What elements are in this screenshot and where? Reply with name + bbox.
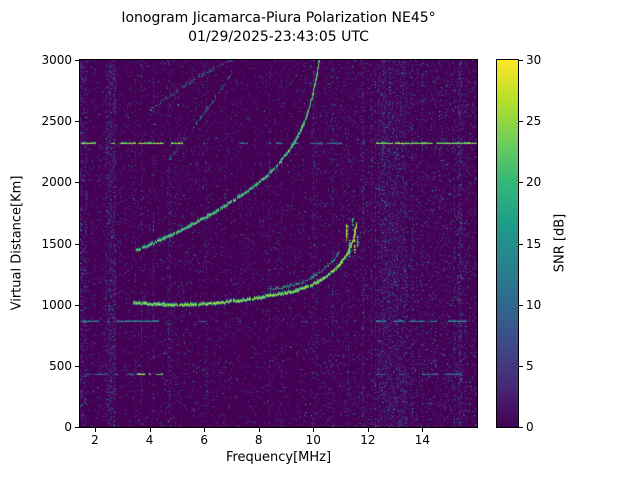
colorbar xyxy=(496,59,519,428)
colorbar-tick-mark xyxy=(519,182,523,184)
chart-title: Ionogram Jicamarca-Piura Polarization NE… xyxy=(121,10,436,26)
x-tick-label: 6 xyxy=(200,433,208,447)
colorbar-tick-label: 5 xyxy=(526,358,534,373)
x-tick-mark xyxy=(258,428,260,432)
y-tick-mark xyxy=(75,365,79,367)
x-tick-mark xyxy=(422,428,424,432)
plot-area xyxy=(79,59,478,428)
y-tick-mark xyxy=(75,60,79,61)
colorbar-tick-mark xyxy=(519,427,523,428)
x-axis-label: Frequency[MHz] xyxy=(225,450,332,465)
y-axis-label: Virtual Distance[Km] xyxy=(9,175,25,311)
y-tick-mark xyxy=(75,304,79,306)
colorbar-tick-label: 25 xyxy=(526,114,542,129)
colorbar-tick-mark xyxy=(519,121,523,123)
y-tick-label: 1500 xyxy=(41,236,72,251)
y-tick-mark xyxy=(75,121,79,123)
x-tick-mark xyxy=(149,428,151,432)
x-tick-mark xyxy=(95,428,96,432)
colorbar-tick-label: 15 xyxy=(526,236,542,251)
y-tick-label: 3000 xyxy=(41,53,72,67)
x-tick-mark xyxy=(204,428,206,432)
x-tick-label: 14 xyxy=(414,433,431,447)
y-tick-mark xyxy=(75,182,79,184)
colorbar-tick-label: 20 xyxy=(526,175,542,190)
x-tick-label: 10 xyxy=(305,433,321,447)
ionogram-heatmap-canvas xyxy=(80,60,477,427)
y-tick-label: 2000 xyxy=(41,175,72,190)
y-tick-mark xyxy=(75,427,79,428)
x-tick-label: 4 xyxy=(145,433,154,447)
x-tick-label: 2 xyxy=(91,433,99,447)
colorbar-tick-label: 10 xyxy=(526,297,542,312)
colorbar-tick-label: 0 xyxy=(526,420,534,434)
x-tick-label: 12 xyxy=(360,433,376,447)
colorbar-tick-mark xyxy=(519,304,523,306)
y-tick-label: 1000 xyxy=(41,297,72,312)
y-tick-label: 0 xyxy=(64,420,72,434)
colorbar-label: SNR [dB] xyxy=(552,213,568,273)
colorbar-tick-mark xyxy=(519,243,523,245)
y-tick-label: 500 xyxy=(49,358,72,373)
colorbar-tick-label: 30 xyxy=(526,53,542,67)
y-tick-label: 2500 xyxy=(41,114,72,129)
chart-subtitle-timestamp: 01/29/2025-23:43:05 UTC xyxy=(188,29,369,45)
colorbar-tick-mark xyxy=(519,365,523,367)
x-tick-label: 8 xyxy=(254,433,263,447)
x-tick-mark xyxy=(367,428,369,432)
x-tick-mark xyxy=(313,428,315,432)
y-tick-mark xyxy=(75,243,79,245)
colorbar-tick-mark xyxy=(519,60,523,61)
